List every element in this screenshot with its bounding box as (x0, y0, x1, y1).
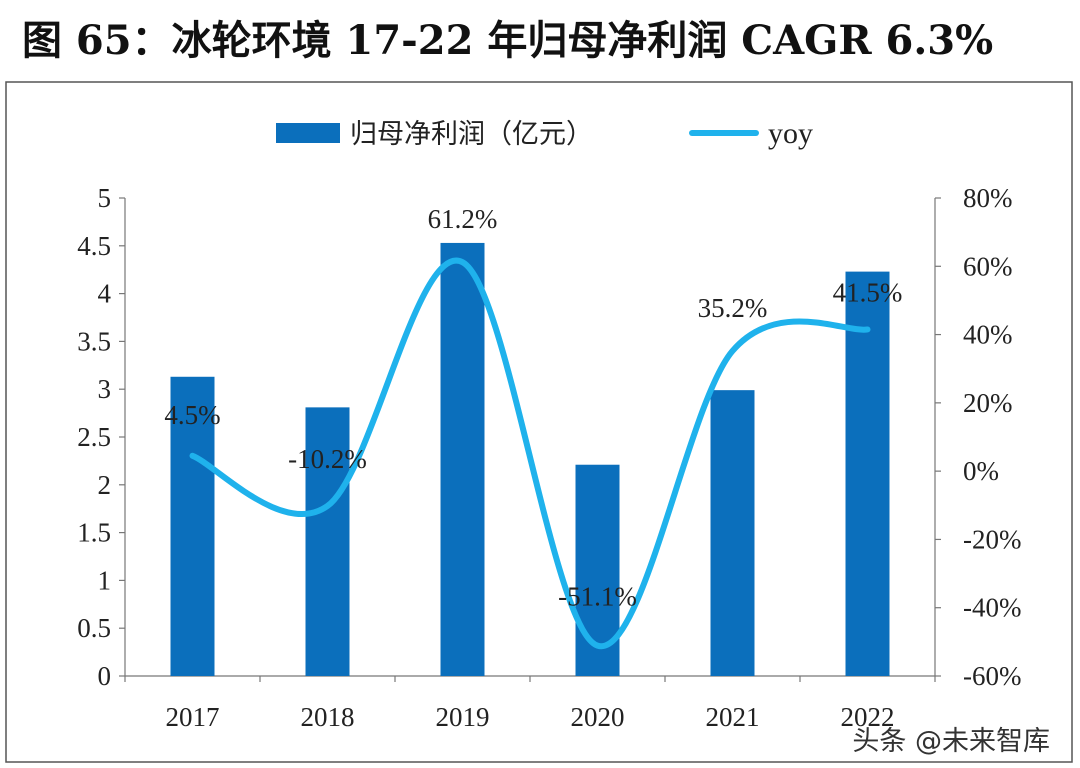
legend-line-label: yoy (768, 117, 813, 150)
watermark: 头条 @未来智库 (852, 726, 1050, 757)
yoy-data-label: -51.1% (558, 582, 637, 612)
yoy-point-2017 (190, 453, 195, 458)
bar-2018 (305, 407, 350, 676)
right-axis-tick-label: 0% (963, 456, 999, 486)
yoy-point-2021 (730, 348, 735, 353)
bar-2022 (845, 271, 890, 676)
bar-2019 (440, 242, 485, 676)
x-axis-tick-label: 2017 (166, 702, 220, 732)
left-axis-tick-label: 4 (98, 279, 112, 309)
x-axis-tick-label: 2021 (706, 702, 760, 732)
left-axis-tick-label: 0 (98, 661, 112, 691)
figure-title: 图 65：冰轮环境 17-22 年归母净利润 CAGR 6.3% (22, 17, 994, 64)
yoy-data-label: 4.5% (164, 400, 220, 430)
yoy-point-2022 (865, 327, 870, 332)
left-axis-tick-label: 5 (98, 183, 112, 213)
right-axis-tick-label: 20% (963, 388, 1013, 418)
left-axis-tick-label: 2.5 (77, 422, 111, 452)
legend-bar-label: 归母净利润（亿元） (350, 119, 593, 150)
yoy-data-label: -10.2% (288, 444, 367, 474)
yoy-data-label: 61.2% (428, 204, 498, 234)
x-axis-tick-label: 2018 (301, 702, 355, 732)
right-axis-tick-label: -60% (963, 661, 1021, 691)
left-axis-tick-label: 0.5 (77, 613, 111, 643)
right-axis-tick-label: 60% (963, 251, 1013, 281)
left-axis-tick-label: 1.5 (77, 518, 111, 548)
yoy-data-label: 35.2% (698, 293, 768, 323)
yoy-data-label: 41.5% (833, 277, 903, 307)
x-axis-tick-label: 2019 (436, 702, 490, 732)
left-axis-tick-label: 3.5 (77, 326, 111, 356)
right-axis-tick-label: -40% (963, 593, 1021, 623)
legend-bar-swatch (276, 123, 340, 143)
bar-2021 (710, 390, 755, 676)
yoy-point-2018 (325, 503, 330, 508)
left-axis-tick-label: 1 (98, 565, 112, 595)
bar-2017 (170, 376, 215, 676)
left-axis-tick-label: 4.5 (77, 231, 111, 261)
yoy-point-2020 (595, 643, 600, 648)
left-axis-tick-label: 2 (98, 470, 112, 500)
right-axis-tick-label: -20% (963, 524, 1021, 554)
right-axis-tick-label: 40% (963, 320, 1013, 350)
right-axis-tick-label: 80% (963, 183, 1013, 213)
x-axis-tick-label: 2022 (841, 702, 895, 732)
x-axis-tick-label: 2020 (571, 702, 625, 732)
left-axis-tick-label: 3 (98, 374, 112, 404)
yoy-point-2019 (460, 260, 465, 265)
chart-frame (5, 81, 1073, 763)
